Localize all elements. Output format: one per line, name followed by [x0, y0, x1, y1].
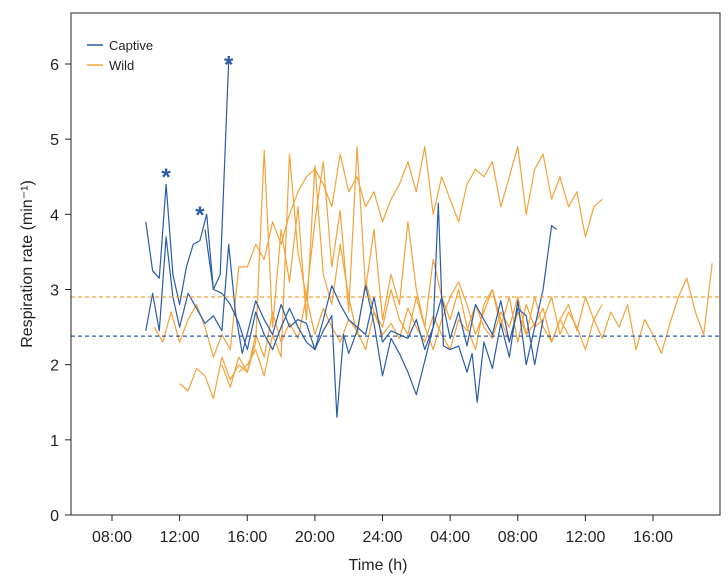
- y-axis: 0 1 2 3 4 5 6: [50, 57, 71, 525]
- x-tick-label: 16:00: [227, 529, 267, 546]
- annotations: * * *: [161, 51, 234, 228]
- y-axis-title: Respiration rate (min⁻¹): [19, 180, 36, 348]
- significance-asterisk: *: [195, 202, 205, 229]
- x-axis-title: Time (h): [349, 557, 408, 574]
- x-tick-label: 12:00: [565, 529, 605, 546]
- y-tick-label: 6: [50, 57, 59, 74]
- significance-asterisk: *: [161, 164, 171, 191]
- x-tick-label: 16:00: [633, 529, 673, 546]
- series-line-captive-1: [145, 60, 230, 306]
- significance-asterisk: *: [224, 51, 234, 78]
- series-line-captive-3: [204, 202, 557, 418]
- y-tick-label: 2: [50, 358, 59, 375]
- y-tick-label: 1: [50, 433, 59, 450]
- legend-label-captive: Captive: [109, 38, 153, 53]
- series-line-captive-2: [145, 236, 544, 366]
- x-tick-label: 04:00: [430, 529, 470, 546]
- y-tick-label: 5: [50, 132, 59, 149]
- x-tick-label: 12:00: [160, 529, 200, 546]
- series-line-wild-4: [153, 146, 603, 358]
- y-tick-label: 4: [50, 207, 59, 224]
- reference-lines: [71, 296, 720, 337]
- y-tick-label: 0: [50, 508, 59, 525]
- x-tick-label: 20:00: [295, 529, 335, 546]
- series-line-wild-5: [179, 263, 713, 400]
- legend-label-wild: Wild: [109, 58, 134, 73]
- y-tick-label: 3: [50, 283, 59, 300]
- legend: Captive Wild: [87, 38, 153, 73]
- plot-area: [145, 60, 713, 418]
- series-line-wild-7: [238, 146, 570, 377]
- plot-frame: [70, 12, 721, 516]
- x-tick-label: 24:00: [362, 529, 402, 546]
- x-axis: 08:00 12:00 16:00 20:00 24:00 04:00 08:00 12:00…: [92, 515, 673, 546]
- x-tick-label: 08:00: [498, 529, 538, 546]
- x-tick-label: 08:00: [92, 529, 132, 546]
